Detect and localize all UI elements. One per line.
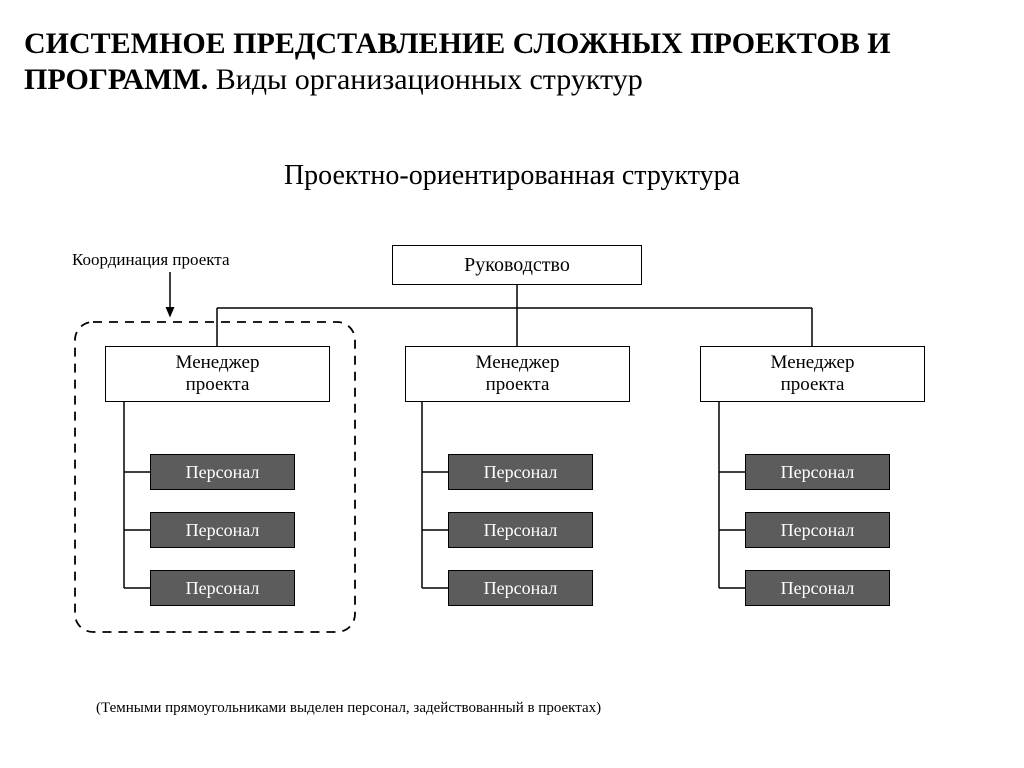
pers-3-3-label: Персонал bbox=[781, 578, 855, 599]
node-personnel-3-3: Персонал bbox=[745, 570, 890, 606]
mgr2-line1: Менеджер bbox=[476, 352, 560, 374]
diagram-footnote: (Темными прямоугольниками выделен персон… bbox=[96, 700, 601, 717]
diagram-subtitle: Проектно-ориентированная структура bbox=[0, 160, 1024, 192]
mgr1-line1: Менеджер bbox=[176, 352, 260, 374]
mgr3-line2: проекта bbox=[781, 374, 845, 396]
pers-1-1-label: Персонал bbox=[186, 462, 260, 483]
pers-2-1-label: Персонал bbox=[484, 462, 558, 483]
node-personnel-3-2: Персонал bbox=[745, 512, 890, 548]
node-personnel-2-1: Персонал bbox=[448, 454, 593, 490]
pers-3-1-label: Персонал bbox=[781, 462, 855, 483]
pers-1-3-label: Персонал bbox=[186, 578, 260, 599]
page-title: СИСТЕМНОЕ ПРЕДСТАВЛЕНИЕ СЛОЖНЫХ ПРОЕКТОВ… bbox=[24, 26, 984, 98]
pers-1-2-label: Персонал bbox=[186, 520, 260, 541]
conn-col-3 bbox=[719, 402, 745, 588]
node-personnel-1-2: Персонал bbox=[150, 512, 295, 548]
pers-2-2-label: Персонал bbox=[484, 520, 558, 541]
coordination-label: Координация проекта bbox=[72, 250, 230, 270]
pers-2-3-label: Персонал bbox=[484, 578, 558, 599]
conn-col-1 bbox=[124, 402, 150, 588]
mgr2-line2: проекта bbox=[486, 374, 550, 396]
title-regular-part: Виды организационных структур bbox=[208, 63, 643, 96]
mgr1-line2: проекта bbox=[186, 374, 250, 396]
node-personnel-2-2: Персонал bbox=[448, 512, 593, 548]
node-personnel-1-1: Персонал bbox=[150, 454, 295, 490]
conn-col-2 bbox=[422, 402, 448, 588]
node-personnel-3-1: Персонал bbox=[745, 454, 890, 490]
org-chart-diagram: Координация проекта Руководство Менеджер… bbox=[0, 210, 1024, 730]
node-management: Руководство bbox=[392, 245, 642, 285]
pers-3-2-label: Персонал bbox=[781, 520, 855, 541]
node-project-manager-3: Менеджер проекта bbox=[700, 346, 925, 402]
node-project-manager-1: Менеджер проекта bbox=[105, 346, 330, 402]
node-project-manager-2: Менеджер проекта bbox=[405, 346, 630, 402]
node-management-label: Руководство bbox=[464, 254, 570, 277]
node-personnel-2-3: Персонал bbox=[448, 570, 593, 606]
mgr3-line1: Менеджер bbox=[771, 352, 855, 374]
node-personnel-1-3: Персонал bbox=[150, 570, 295, 606]
